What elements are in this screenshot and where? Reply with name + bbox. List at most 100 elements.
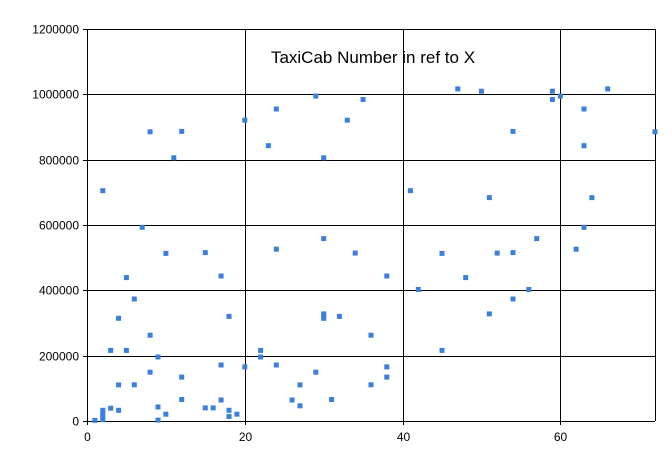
scatter-point — [218, 397, 224, 403]
scatter-point — [131, 382, 137, 388]
scatter-point — [478, 88, 484, 94]
scatter-point — [202, 250, 208, 256]
scatter-point — [218, 273, 224, 279]
scatter-point — [557, 93, 563, 99]
scatter-point — [242, 364, 248, 370]
scatter-point — [573, 246, 579, 252]
scatter-point — [155, 404, 161, 410]
y-tick-label: 600000 — [39, 219, 79, 233]
scatter-point — [494, 250, 500, 256]
scatter-point — [313, 369, 319, 375]
scatter-point — [265, 143, 271, 149]
scatter-point — [147, 332, 153, 338]
y-tick-label: 1000000 — [32, 88, 79, 102]
scatter-point — [313, 93, 319, 99]
scatter-point — [226, 414, 232, 419]
scatter-point — [549, 88, 555, 94]
scatter-point — [510, 128, 516, 134]
scatter-point — [100, 417, 106, 423]
x-tick-label: 20 — [239, 430, 253, 444]
scatter-point — [147, 369, 153, 375]
scatter-point — [486, 195, 492, 201]
scatter-point — [155, 417, 161, 423]
scatter-point — [139, 224, 145, 230]
scatter-point — [455, 86, 461, 92]
scatter-point — [463, 275, 469, 281]
y-tick-label: 800000 — [39, 154, 79, 168]
scatter-point — [123, 347, 129, 353]
scatter-point — [368, 382, 374, 388]
scatter-point — [163, 250, 169, 256]
x-tick-label: 40 — [397, 430, 411, 444]
x-tick-label: 0 — [84, 430, 91, 444]
scatter-point — [384, 364, 390, 370]
scatter-point — [289, 397, 295, 403]
scatter-point — [329, 397, 335, 402]
scatter-point — [297, 382, 303, 388]
axes — [83, 29, 656, 425]
scatter-point — [336, 313, 342, 319]
scatter-point — [155, 354, 161, 360]
scatter-point — [297, 403, 303, 409]
scatter-point — [234, 411, 240, 417]
scatter-point — [415, 287, 421, 292]
scatter-point — [147, 129, 153, 135]
y-tick-label: 400000 — [39, 284, 79, 298]
scatter-point — [581, 143, 587, 149]
scatter-point — [100, 407, 106, 413]
scatter-point — [581, 224, 587, 230]
scatter-point — [179, 397, 185, 402]
scatter-point — [605, 86, 611, 92]
scatter-point — [179, 128, 185, 134]
scatter-point — [258, 347, 264, 353]
scatter-point — [108, 405, 114, 411]
y-tick-label: 200000 — [39, 350, 79, 364]
scatter-point — [131, 296, 137, 302]
y-tick-label: 1200000 — [32, 23, 79, 37]
scatter-point — [179, 374, 185, 380]
scatter-point — [163, 411, 169, 417]
scatter-point — [226, 407, 232, 413]
scatter-point — [486, 311, 492, 317]
scatter-point — [534, 236, 540, 242]
scatter-point — [384, 273, 390, 279]
scatter-point — [116, 407, 122, 413]
scatter-point — [123, 275, 129, 281]
scatter-point — [108, 347, 114, 353]
chart-title: TaxiCab Number in ref to X — [271, 48, 475, 67]
scatter-point — [384, 374, 390, 380]
scatter-point — [210, 405, 216, 411]
scatter-point — [321, 311, 327, 317]
scatter-point — [226, 313, 232, 319]
scatter-point — [273, 106, 279, 112]
scatter-point — [368, 332, 374, 338]
scatter-point — [439, 250, 445, 256]
x-tick-label: 60 — [554, 430, 568, 444]
scatter-point — [116, 315, 122, 321]
scatter-point — [218, 362, 224, 368]
scatter-point — [100, 188, 106, 194]
tick-labels: 0 200000 400000 600000 800000 1000000 1200000 0… — [32, 23, 567, 445]
scatter-point — [202, 405, 208, 411]
grid-lines — [87, 29, 655, 422]
scatter-point — [526, 287, 532, 292]
scatter-point — [589, 195, 595, 201]
data-points — [92, 86, 658, 423]
scatter-point — [652, 129, 658, 135]
scatter-point — [360, 97, 366, 102]
scatter-point — [116, 382, 122, 388]
scatter-point — [510, 296, 516, 302]
scatter-point — [321, 155, 327, 161]
scatter-point — [242, 117, 248, 123]
scatter-point — [407, 188, 413, 194]
scatter-point — [100, 411, 106, 417]
scatter-point — [352, 250, 358, 256]
y-tick-label: 0 — [72, 415, 79, 429]
scatter-point — [258, 354, 264, 360]
scatter-point — [439, 347, 445, 353]
scatter-point — [344, 117, 350, 123]
scatter-point — [549, 97, 555, 102]
scatter-point — [321, 236, 327, 242]
